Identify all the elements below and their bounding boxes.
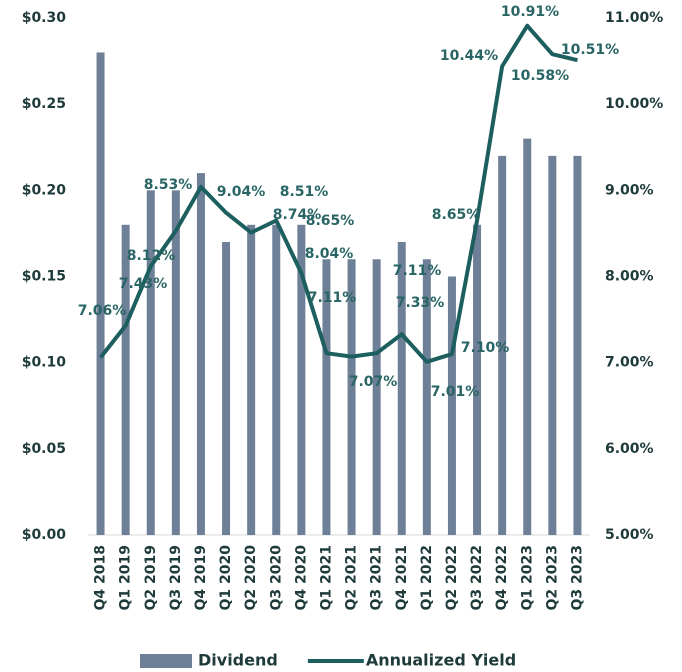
value-label: 7.33% xyxy=(396,295,445,311)
y2-tick-label: 11.00% xyxy=(605,10,663,26)
x-tick-label: Q2 2023 xyxy=(544,545,560,610)
x-tick-label: Q2 2021 xyxy=(344,545,360,610)
y-tick-label: $0.30 xyxy=(22,10,67,26)
value-label: 10.91% xyxy=(501,4,559,20)
y2-tick-label: 8.00% xyxy=(605,269,654,285)
legend-swatch xyxy=(140,654,192,668)
bar xyxy=(347,259,356,535)
bar xyxy=(272,224,281,536)
bar xyxy=(96,52,105,535)
bar xyxy=(498,155,507,535)
value-label: 7.06% xyxy=(78,303,127,319)
y-tick-label: $0.10 xyxy=(22,355,67,371)
x-tick-label: Q1 2023 xyxy=(519,545,535,610)
x-tick-label: Q2 2020 xyxy=(243,545,259,611)
x-tick-label: Q1 2021 xyxy=(318,545,334,610)
bar xyxy=(247,224,256,536)
value-label: 8.12% xyxy=(127,248,176,264)
value-label: 8.04% xyxy=(305,246,354,262)
x-tick-label: Q3 2022 xyxy=(469,545,485,610)
x-tick-label: Q1 2019 xyxy=(118,545,134,610)
bar xyxy=(171,190,180,536)
value-label: 8.65% xyxy=(306,213,355,229)
value-label: 10.44% xyxy=(440,48,498,64)
value-label: 10.58% xyxy=(511,68,569,84)
bar xyxy=(146,190,155,536)
legend-label: Dividend xyxy=(198,651,278,670)
x-tick-label: Q2 2022 xyxy=(444,545,460,610)
y2-tick-label: 5.00% xyxy=(605,527,654,543)
value-label: 8.65% xyxy=(432,207,481,223)
y2-tick-label: 9.00% xyxy=(605,182,654,198)
y2-tick-label: 6.00% xyxy=(605,441,654,457)
y-tick-label: $0.00 xyxy=(22,527,67,543)
value-label: 8.53% xyxy=(144,177,193,193)
x-tick-label: Q4 2021 xyxy=(394,545,410,610)
y2-tick-label: 7.00% xyxy=(605,355,654,371)
bar xyxy=(297,224,306,536)
x-tick-label: Q3 2021 xyxy=(369,545,385,610)
y-tick-label: $0.20 xyxy=(22,182,67,198)
value-label: 8.51% xyxy=(280,184,329,200)
y-tick-label: $0.05 xyxy=(22,441,66,457)
bar xyxy=(322,259,331,535)
x-tick-label: Q3 2023 xyxy=(569,545,585,610)
bar xyxy=(372,259,381,535)
x-tick-label: Q1 2020 xyxy=(218,545,234,611)
value-label: 7.07% xyxy=(349,374,398,390)
legend-label: Annualized Yield xyxy=(366,651,516,670)
y-tick-label: $0.15 xyxy=(22,269,66,285)
x-tick-label: Q4 2019 xyxy=(193,545,209,610)
bar xyxy=(523,138,532,535)
x-tick-label: Q1 2022 xyxy=(419,545,435,610)
value-label: 7.11% xyxy=(308,290,357,306)
value-label: 7.43% xyxy=(119,276,168,292)
line xyxy=(98,23,578,364)
value-label: 7.01% xyxy=(431,384,480,400)
bar xyxy=(397,242,406,536)
value-label: 7.10% xyxy=(461,340,510,356)
value-label: 9.04% xyxy=(217,184,266,200)
value-label: 8.74% xyxy=(273,207,322,223)
x-tick-label: Q2 2019 xyxy=(143,545,159,610)
bar xyxy=(196,173,205,535)
x-tick-label: Q4 2018 xyxy=(93,545,109,610)
value-label: 7.11% xyxy=(393,263,442,279)
bar xyxy=(447,276,456,535)
x-tick-label: Q3 2020 xyxy=(268,545,284,611)
bar xyxy=(548,155,557,535)
bar xyxy=(573,155,582,535)
value-label: 10.51% xyxy=(561,42,619,58)
bar xyxy=(473,224,482,536)
y2-tick-label: 10.00% xyxy=(605,96,663,112)
x-tick-label: Q4 2020 xyxy=(293,545,309,611)
y-tick-label: $0.25 xyxy=(22,96,66,112)
x-tick-label: Q3 2019 xyxy=(168,545,184,610)
x-tick-label: Q4 2022 xyxy=(494,545,510,610)
bar xyxy=(121,224,130,536)
bar xyxy=(422,259,431,535)
bar xyxy=(222,242,231,536)
